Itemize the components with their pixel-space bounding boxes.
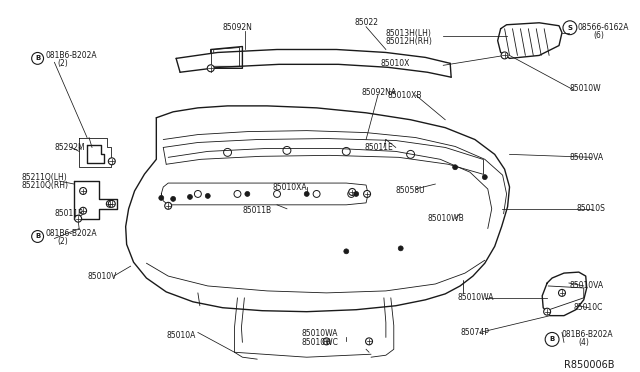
Circle shape [106,201,113,207]
Circle shape [483,174,487,180]
Text: 081B6-B202A: 081B6-B202A [45,51,97,60]
Text: (2): (2) [58,59,68,68]
Text: 85010X: 85010X [381,59,410,68]
Text: 85074P: 85074P [460,328,489,337]
Text: 081B6-B202A: 081B6-B202A [562,330,614,339]
Text: 85010XA: 85010XA [272,183,307,192]
Text: 85013H(LH): 85013H(LH) [386,29,432,38]
Text: 85022: 85022 [354,18,378,27]
Text: 85058U: 85058U [396,186,426,195]
Text: 85010VA: 85010VA [570,282,604,291]
Text: B: B [35,55,40,61]
Text: 85092NA: 85092NA [361,87,396,97]
Text: (2): (2) [58,237,68,246]
Circle shape [349,189,356,195]
Text: 85010W: 85010W [570,84,602,93]
Text: 85292M: 85292M [54,143,85,152]
Circle shape [79,187,86,195]
Circle shape [205,193,211,198]
Text: 85010A: 85010A [166,331,196,340]
Circle shape [108,201,115,207]
Circle shape [159,195,164,201]
Text: 85010WA: 85010WA [457,294,493,302]
Circle shape [75,215,82,222]
Text: 85092N: 85092N [223,23,253,32]
Text: 85010V: 85010V [87,272,116,280]
Circle shape [323,338,330,345]
Text: 081B6-B202A: 081B6-B202A [45,229,97,238]
Circle shape [188,195,193,199]
Text: 85011B: 85011B [243,206,271,215]
Text: B: B [550,336,555,342]
Circle shape [452,165,458,170]
Circle shape [365,338,372,345]
Circle shape [171,196,175,201]
Circle shape [543,308,550,315]
Circle shape [344,249,349,254]
Text: (6): (6) [594,31,605,40]
Text: 85011B: 85011B [54,209,84,218]
Circle shape [108,158,115,165]
Circle shape [164,202,172,209]
Text: 85012H(RH): 85012H(RH) [386,37,433,46]
Text: (4): (4) [579,338,589,347]
Text: 85010VA: 85010VA [570,153,604,162]
Text: R850006B: R850006B [564,360,614,370]
Text: 85211Q(LH): 85211Q(LH) [22,173,67,182]
Text: B: B [35,234,40,240]
Text: 85210Q(RH): 85210Q(RH) [22,180,68,190]
Text: 08566-6162A: 08566-6162A [578,23,629,32]
Circle shape [245,192,250,196]
Text: 85010WA: 85010WA [302,329,339,338]
Text: 85010S: 85010S [577,204,605,213]
Text: 85010C: 85010C [574,303,604,312]
Circle shape [364,190,371,198]
Circle shape [304,192,309,196]
Text: 85010XB: 85010XB [388,90,422,99]
Circle shape [354,192,358,196]
Circle shape [398,246,403,251]
Text: 85011E: 85011E [364,143,393,152]
Text: 85010WC: 85010WC [302,338,339,347]
Circle shape [501,52,508,59]
Circle shape [559,289,566,296]
Circle shape [207,65,214,72]
Circle shape [79,207,86,214]
Text: 85010WB: 85010WB [428,214,464,223]
Text: S: S [568,25,572,31]
